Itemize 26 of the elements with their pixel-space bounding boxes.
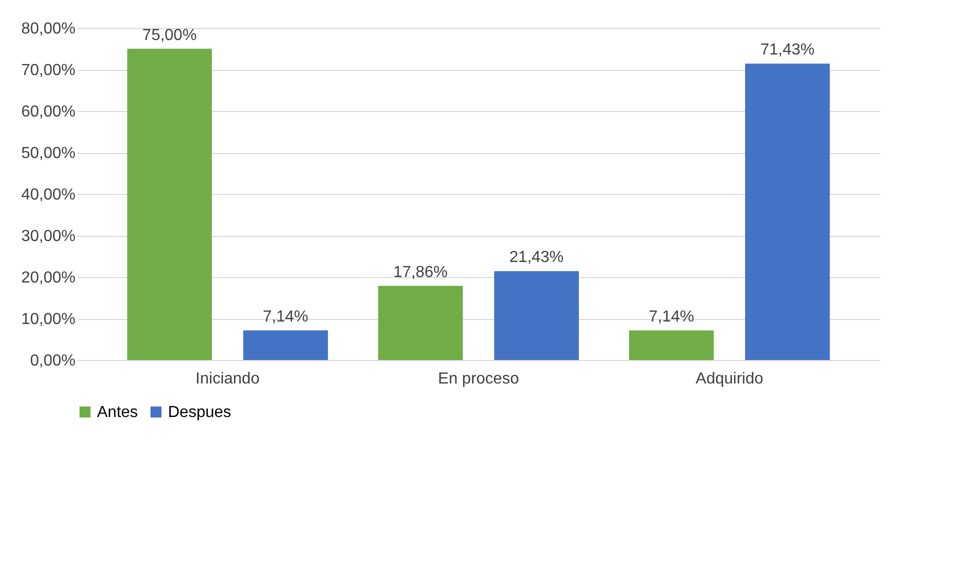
bar bbox=[243, 330, 328, 360]
data-label: 75,00% bbox=[142, 26, 197, 44]
y-tick-label: 20,00% bbox=[21, 270, 76, 286]
y-tick-label: 40,00% bbox=[21, 186, 76, 204]
data-label: 21,43% bbox=[509, 249, 564, 266]
legend-label: Despues bbox=[168, 404, 232, 421]
bar bbox=[745, 64, 830, 360]
y-tick-label: 60,00% bbox=[21, 104, 76, 120]
y-tick-label: 50,00% bbox=[21, 145, 76, 162]
bar bbox=[629, 330, 714, 360]
data-label: 71,43% bbox=[760, 42, 815, 59]
y-tick-label: 0,00% bbox=[30, 352, 76, 370]
data-label: 7,14% bbox=[262, 308, 308, 326]
x-tick-label: En proceso bbox=[438, 370, 520, 388]
data-label: 17,86% bbox=[393, 264, 448, 281]
bar bbox=[494, 271, 579, 360]
y-tick-label: 70,00% bbox=[21, 62, 76, 79]
y-tick-label: 80,00% bbox=[21, 20, 76, 38]
bar bbox=[378, 286, 463, 360]
data-label: 7,14% bbox=[648, 308, 694, 326]
y-tick-label: 10,00% bbox=[21, 311, 76, 328]
x-tick-label: Adquirido bbox=[696, 370, 764, 388]
bar bbox=[127, 48, 212, 360]
legend-label: Antes bbox=[97, 404, 138, 421]
x-tick-label: Iniciando bbox=[196, 370, 260, 388]
y-tick-label: 30,00% bbox=[21, 228, 76, 245]
